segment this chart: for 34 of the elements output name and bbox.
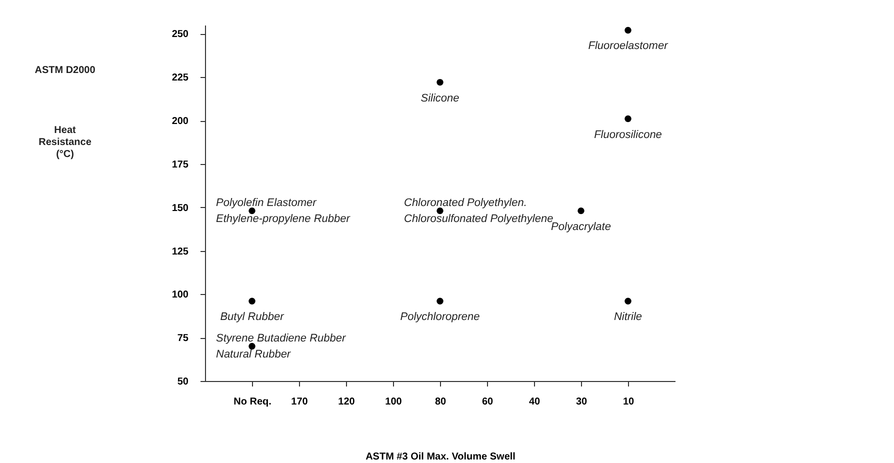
annotation: Butyl Rubber bbox=[220, 311, 286, 324]
x-axis-title: ASTM #3 Oil Max. Volume Swell bbox=[366, 452, 516, 462]
annotation: Fluorosilicone bbox=[594, 128, 662, 141]
y-tick-label: 75 bbox=[177, 333, 189, 344]
x-tick-label: 10 bbox=[622, 396, 634, 408]
y-tick-label: 175 bbox=[172, 159, 189, 170]
x-tick-label: 30 bbox=[576, 396, 588, 408]
y-tick-label: 100 bbox=[172, 290, 189, 301]
y-tick-label: 250 bbox=[172, 29, 189, 40]
y-tick-label: 200 bbox=[172, 116, 189, 128]
annotation: Chlorosulfonated Polyethylene bbox=[404, 212, 554, 225]
annotation: Fluoroelastomer bbox=[588, 40, 670, 52]
x-tick-label: 170 bbox=[291, 396, 308, 408]
x-tick-label: 120 bbox=[338, 396, 356, 408]
x-tick-label: 80 bbox=[434, 396, 446, 408]
annotation: Nitrile bbox=[614, 311, 642, 324]
x-tick-label: No Req. bbox=[234, 396, 272, 408]
x-tick-label: 40 bbox=[528, 396, 540, 408]
x-tick-label: 100 bbox=[385, 396, 402, 408]
annotation: Styrene Butadiene Rubber bbox=[216, 332, 347, 344]
annotation: Ethylene-propylene Rubber bbox=[216, 212, 352, 225]
annotation: Silicone bbox=[420, 92, 460, 104]
text: ASTM D2000 bbox=[34, 65, 96, 76]
y-tick-label: 125 bbox=[172, 246, 189, 258]
annotation: Polyolefin Elastomer bbox=[216, 196, 318, 209]
y-tick-label: 50 bbox=[177, 376, 189, 388]
y-tick-label: 225 bbox=[172, 72, 189, 84]
x-tick-label: 60 bbox=[482, 396, 494, 408]
annotation: Polychloroprene bbox=[400, 311, 480, 324]
text: Heat Resistance (°C) bbox=[38, 125, 92, 160]
annotation: Chloronated Polyethylen. bbox=[404, 196, 527, 209]
annotation: Natural Rubber bbox=[216, 348, 292, 360]
annotation: Polyacrylate bbox=[551, 220, 611, 233]
y-tick-label: 150 bbox=[172, 202, 189, 214]
